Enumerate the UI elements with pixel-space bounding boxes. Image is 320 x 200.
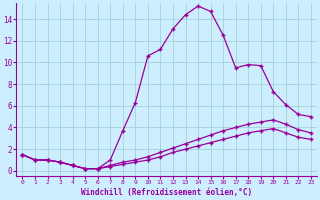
X-axis label: Windchill (Refroidissement éolien,°C): Windchill (Refroidissement éolien,°C) [81,188,252,197]
